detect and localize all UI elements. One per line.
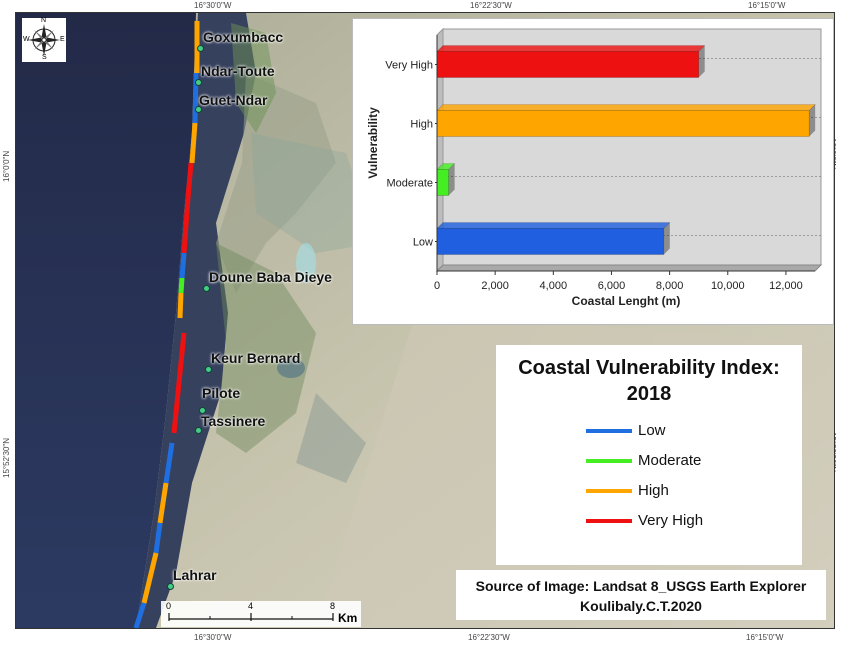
top-coord-2: 16°22'30"W bbox=[470, 1, 512, 10]
place-label-keur-bernard: Keur Bernard bbox=[211, 350, 301, 366]
x-tick-label-6: 12,000 bbox=[769, 280, 803, 292]
compass-w: W bbox=[23, 36, 30, 43]
scale-bar: 0 4 8 Km bbox=[161, 601, 361, 627]
bar-side-1 bbox=[448, 163, 455, 196]
left-coord-1: 16°0'0"N bbox=[2, 150, 11, 182]
scale-tick-4: 4 bbox=[248, 601, 254, 611]
bar-moderate bbox=[436, 169, 449, 196]
legend-swatch-high bbox=[586, 489, 632, 493]
bar-top-3 bbox=[436, 45, 706, 52]
top-coord-3: 16°15'0"W bbox=[748, 1, 786, 10]
legend-title-line2: 2018 bbox=[626, 383, 672, 405]
left-coord-2: 15°52'30"N bbox=[2, 437, 11, 478]
place-dot-doune-baba-dieye bbox=[203, 285, 210, 292]
legend-title-line1: Coastal Vulnerability Index: bbox=[518, 357, 780, 379]
bar-side-2 bbox=[809, 104, 816, 137]
bottom-coord-2: 16°22'30"W bbox=[468, 633, 510, 642]
x-tick-label-3: 6,000 bbox=[598, 280, 626, 292]
scale-unit: Km bbox=[338, 611, 358, 625]
bar-very-high bbox=[436, 51, 699, 78]
plot-floor bbox=[435, 264, 823, 272]
x-tick-label-0: 0 bbox=[434, 280, 440, 292]
y-tick-label-1: Moderate bbox=[387, 178, 433, 190]
bar-top-1 bbox=[436, 163, 456, 170]
bar-low bbox=[436, 228, 665, 255]
y-tick-label-2: High bbox=[410, 119, 433, 131]
place-label-lahrar: Lahrar bbox=[173, 567, 217, 583]
place-dot-tassinere bbox=[195, 427, 202, 434]
bar-high bbox=[436, 110, 810, 137]
x-tick-label-1: 2,000 bbox=[481, 280, 509, 292]
scale-tick-8: 8 bbox=[330, 601, 336, 611]
x-tick-label-2: 4,000 bbox=[540, 280, 568, 292]
place-dot-ndar-toute bbox=[195, 79, 202, 86]
source-panel: Source of Image: Landsat 8_USGS Earth Ex… bbox=[456, 570, 826, 620]
source-line2: Koulibaly.C.T.2020 bbox=[580, 598, 702, 614]
chart-svg: Low Moderate High Very High 0 2,000 4,000 6,000… bbox=[366, 27, 823, 308]
bar-top-2 bbox=[436, 104, 816, 111]
legend-swatch-very-high bbox=[586, 519, 632, 523]
place-label-goxumbacc: Goxumbacc bbox=[203, 29, 284, 45]
top-coord-1: 16°30'0"W bbox=[194, 1, 232, 10]
legend-swatch-moderate bbox=[586, 459, 632, 463]
legend-label-very-high: Very High bbox=[638, 512, 704, 529]
scale-tick-0: 0 bbox=[166, 601, 172, 611]
y-tick-label-3: Very High bbox=[385, 60, 433, 72]
source-line1: Source of Image: Landsat 8_USGS Earth Ex… bbox=[475, 578, 807, 594]
legend-label-high: High bbox=[638, 482, 669, 499]
bar-side-0 bbox=[663, 222, 670, 255]
bar-top-0 bbox=[436, 222, 671, 229]
place-dot-pilote bbox=[199, 407, 206, 414]
place-label-doune-baba-dieye: Doune Baba Dieye bbox=[209, 269, 332, 285]
bottom-coord-3: 16°15'0"W bbox=[746, 633, 784, 642]
legend-label-moderate: Moderate bbox=[638, 452, 702, 469]
legend-label-low: Low bbox=[638, 422, 666, 439]
place-dot-keur-bernard bbox=[205, 366, 212, 373]
place-label-pilote: Pilote bbox=[202, 385, 241, 401]
bar-side-3 bbox=[698, 45, 705, 78]
place-dot-guet-ndar bbox=[195, 106, 202, 113]
compass-e: E bbox=[60, 36, 65, 43]
compass-s: S bbox=[42, 54, 47, 61]
place-dot-goxumbacc bbox=[197, 45, 204, 52]
legend-panel: Coastal Vulnerability Index: 2018 Low Mo… bbox=[496, 345, 802, 565]
place-dot-lahrar bbox=[167, 583, 174, 590]
vulnerability-bar-chart: Low Moderate High Very High 0 2,000 4,000 6,000… bbox=[352, 18, 834, 325]
legend-swatch-low bbox=[586, 429, 632, 433]
compass-rose-icon bbox=[28, 24, 60, 56]
place-label-tassinere: Tassinere bbox=[201, 413, 266, 429]
y-axis-label: Vulnerability bbox=[366, 107, 380, 179]
bottom-coord-1: 16°30'0"W bbox=[194, 633, 232, 642]
place-label-guet-ndar: Guet-Ndar bbox=[199, 92, 268, 108]
x-tick-label-5: 10,000 bbox=[711, 280, 745, 292]
x-tick-label-4: 8,000 bbox=[656, 280, 684, 292]
north-arrow: N S E W bbox=[22, 17, 66, 62]
x-axis-label: Coastal Lenght (m) bbox=[572, 294, 681, 308]
y-tick-label-0: Low bbox=[413, 237, 433, 249]
place-label-ndar-toute: Ndar-Toute bbox=[201, 63, 275, 79]
compass-n: N bbox=[41, 17, 47, 24]
